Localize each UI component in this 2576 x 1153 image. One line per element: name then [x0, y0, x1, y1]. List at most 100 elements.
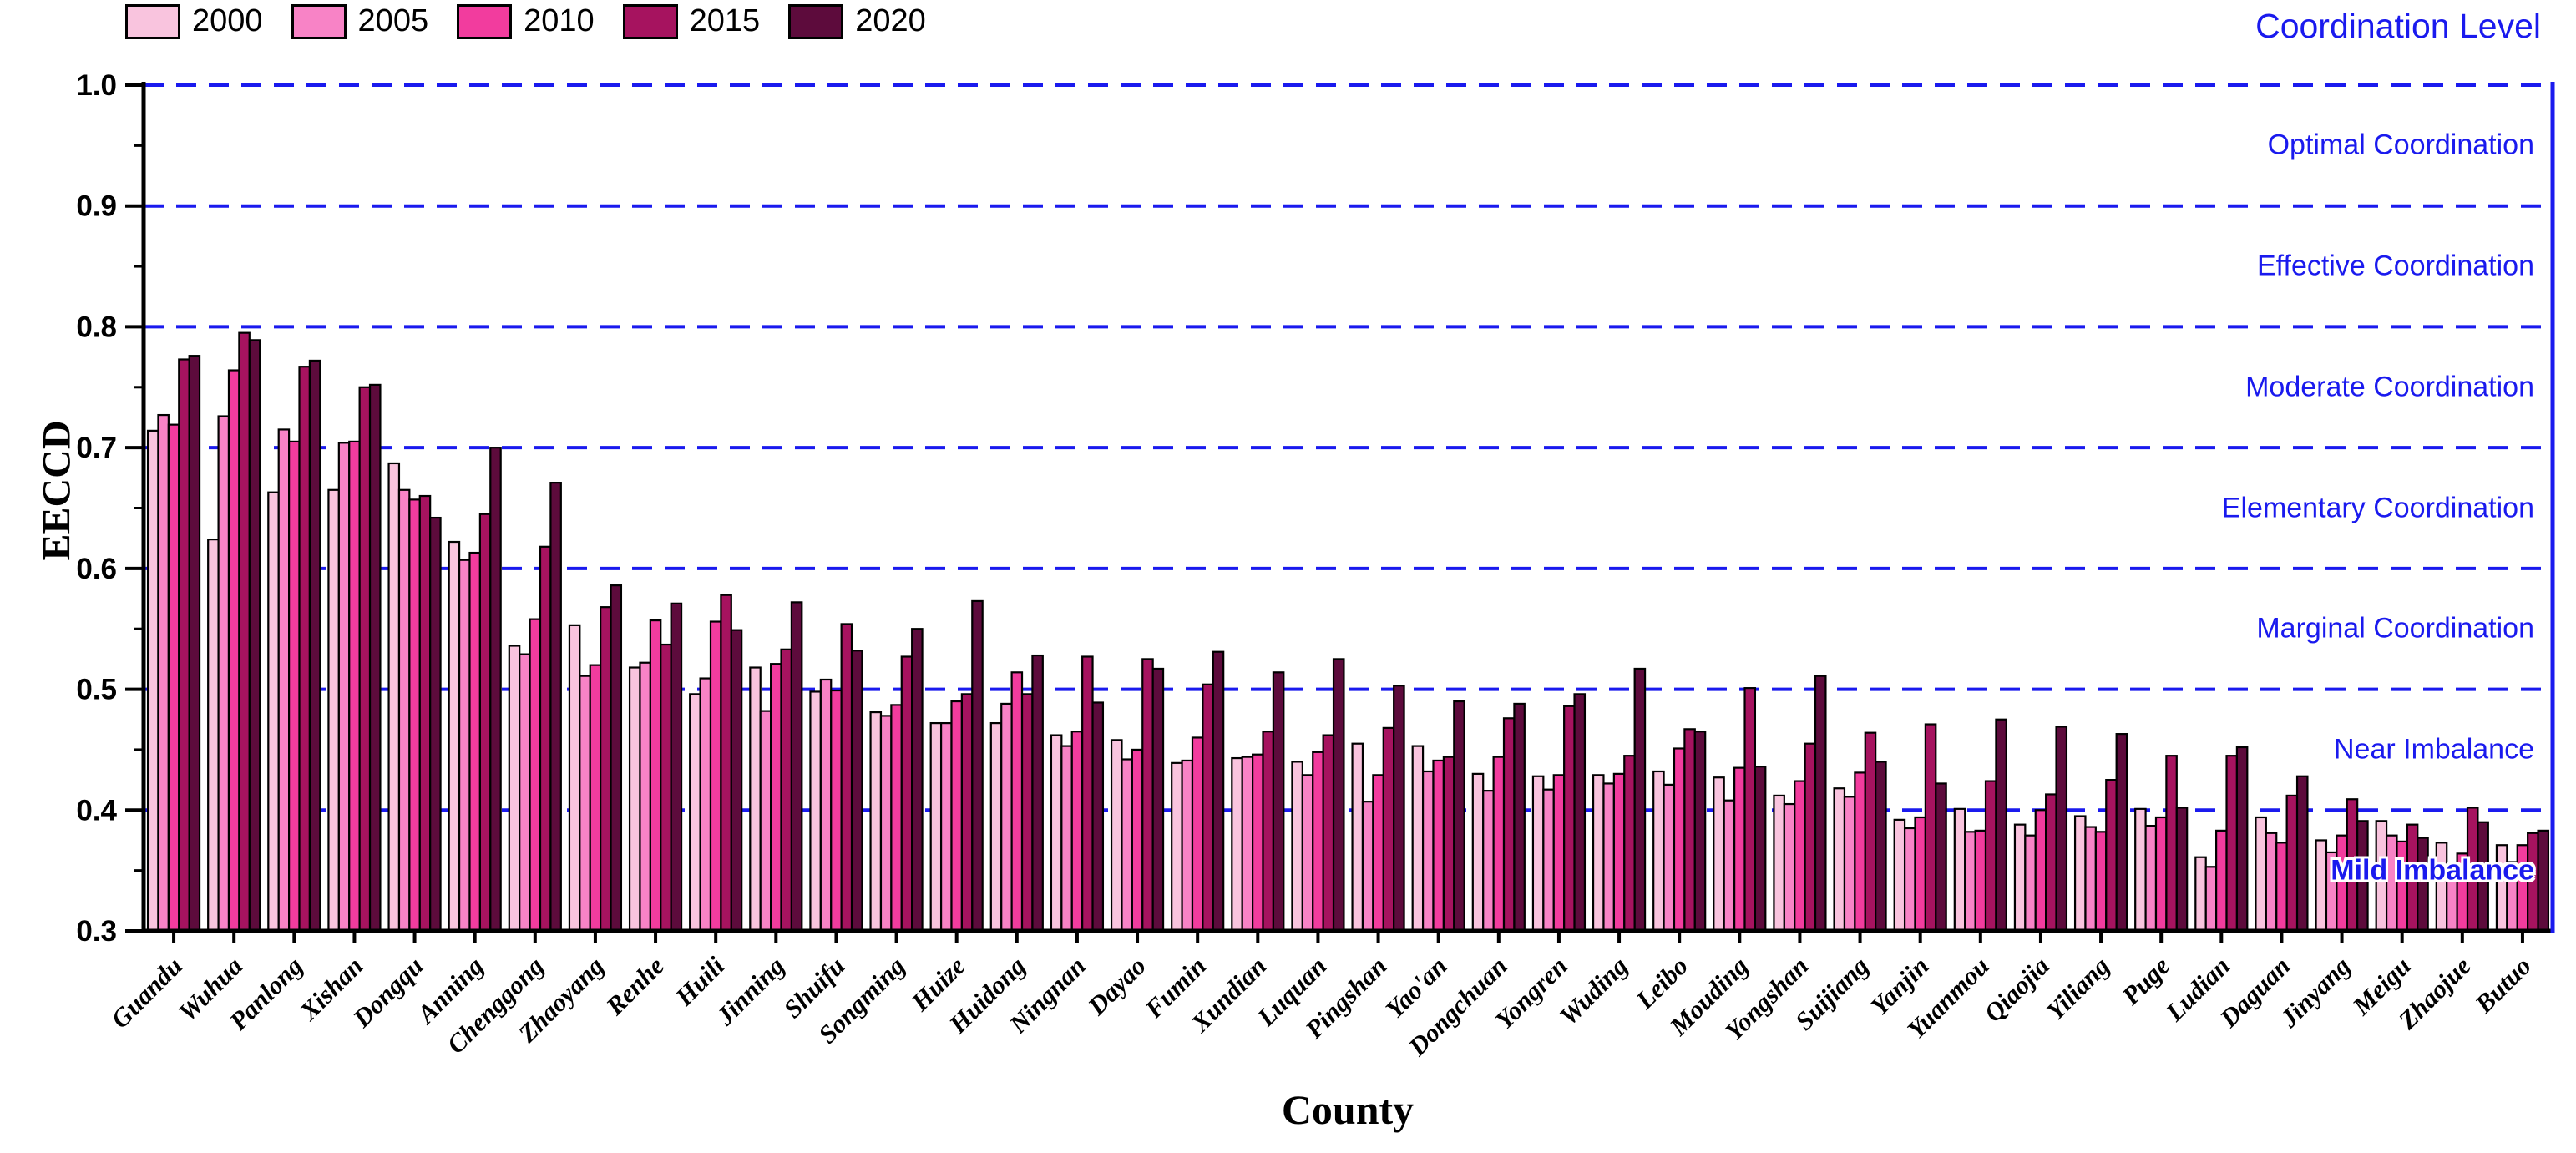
bar-Dongqu-2005 — [397, 488, 411, 933]
bar-Dongchuan-2000 — [1471, 772, 1485, 933]
legend-label: 2015 — [689, 3, 761, 38]
bar-Pingshan-2020 — [1393, 685, 1405, 933]
bar-Zhaoyang-2010 — [589, 664, 602, 933]
bar-Panlong-2005 — [277, 428, 291, 933]
bar-Butuo-2020 — [2537, 829, 2550, 933]
bar-Suijiang-2005 — [1843, 796, 1856, 933]
bar-Wuhua-2010 — [227, 369, 240, 933]
y-tick-label: 0.5 — [76, 674, 117, 706]
bar-Suijiang-2020 — [1875, 761, 1887, 933]
bar-Renhe-2010 — [649, 619, 662, 933]
bar-Yiliang-2015 — [2105, 779, 2118, 933]
bar-Fumin-2000 — [1171, 761, 1183, 933]
bar-Luquan-2010 — [1312, 751, 1324, 933]
bar-Huize-2020 — [971, 599, 984, 933]
bar-Leibo-2000 — [1652, 770, 1665, 933]
bar-Shuifu-2005 — [819, 678, 833, 933]
x-tick-label-Butuo: Butuo — [2468, 951, 2537, 1019]
x-tick-label-Guandu: Guandu — [105, 951, 188, 1034]
y-tick-label: 0.4 — [76, 794, 117, 827]
bar-Huidong-2005 — [1000, 702, 1013, 933]
bar-Mouding-2000 — [1713, 776, 1725, 933]
bar-Jinning-2020 — [790, 601, 803, 933]
bar-Dayao-2010 — [1131, 748, 1144, 933]
bar-Xishan-2000 — [327, 488, 340, 933]
bar-Suijiang-2000 — [1833, 787, 1846, 933]
bar-Wuhua-2000 — [207, 539, 220, 933]
bar-Yongshan-2000 — [1773, 794, 1785, 933]
bar-Huize-2015 — [960, 693, 974, 933]
bar-Chenggong-2015 — [539, 545, 552, 933]
legend-swatch-2010 — [457, 3, 513, 39]
bar-Huize-2000 — [929, 721, 943, 933]
zone-label-marginal-coordination: Marginal Coordination — [2256, 612, 2534, 645]
bar-Ludian-2005 — [2204, 866, 2218, 933]
bar-Puge-2015 — [2165, 755, 2178, 933]
bar-Dongchuan-2005 — [1482, 790, 1495, 933]
bar-Ningnan-2005 — [1060, 745, 1073, 933]
bar-Yiliang-2020 — [2115, 733, 2128, 933]
bar-Huidong-2000 — [989, 721, 1003, 933]
bar-Leibo-2015 — [1683, 728, 1696, 933]
bar-Ludian-2015 — [2225, 755, 2239, 933]
bar-Shuifu-2020 — [850, 650, 863, 933]
bar-Daguan-2015 — [2285, 794, 2299, 933]
bar-Luquan-2020 — [1332, 658, 1345, 933]
bar-Yongren-2005 — [1542, 788, 1555, 933]
bar-Guandu-2020 — [188, 355, 201, 933]
bar-Pingshan-2010 — [1372, 774, 1384, 933]
x-tick-label-Renhe: Renhe — [600, 951, 670, 1021]
bar-Huidong-2015 — [1020, 693, 1034, 933]
bar-Huili-2015 — [720, 594, 732, 933]
bar-Guandu-2005 — [157, 413, 170, 933]
bar-Yao'an-2015 — [1442, 756, 1455, 933]
bar-Wuding-2000 — [1592, 774, 1605, 933]
bar-Luquan-2005 — [1301, 774, 1314, 933]
bar-Yanjin-2010 — [1914, 816, 1926, 933]
bar-Xundian-2005 — [1241, 756, 1254, 933]
zone-label-elementary-coordination: Elementary Coordination — [2221, 492, 2534, 523]
bar-Yiliang-2010 — [2094, 831, 2108, 933]
legend-swatch-2005 — [291, 3, 347, 39]
bar-Anning-2000 — [448, 540, 461, 933]
y-tick-label: 0.7 — [76, 432, 117, 464]
bar-Panlong-2020 — [308, 359, 321, 933]
bar-Chenggong-2000 — [508, 645, 521, 933]
zone-label-moderate-coordination: Moderate Coordination — [2245, 371, 2534, 403]
bar-Luquan-2015 — [1322, 734, 1335, 933]
bar-Puge-2000 — [2134, 807, 2147, 933]
zone-label-optimal-coordination: Optimal Coordination — [2267, 129, 2534, 161]
bar-Xundian-2020 — [1272, 671, 1285, 933]
bar-Fumin-2005 — [1181, 759, 1194, 933]
bar-Fumin-2015 — [1202, 683, 1214, 933]
legend-item-2000: 2000 — [125, 3, 263, 39]
bar-Zhaoyang-2015 — [600, 606, 612, 933]
x-tick-label-Dayao: Dayao — [1081, 951, 1151, 1021]
bar-Pingshan-2000 — [1351, 742, 1364, 933]
bar-Xishan-2010 — [348, 440, 361, 933]
bar-Guandu-2000 — [146, 429, 159, 933]
bar-Wuding-2010 — [1612, 772, 1626, 933]
bar-Leibo-2010 — [1673, 747, 1686, 933]
x-tick-label-Yiliang: Yiliang — [2041, 951, 2115, 1025]
bar-Puge-2010 — [2154, 816, 2168, 933]
bar-Wuding-2005 — [1602, 782, 1615, 933]
bar-Ningnan-2020 — [1091, 701, 1105, 933]
bar-Yuanmou-2010 — [1974, 829, 1987, 933]
legend-swatch-2000 — [125, 3, 180, 39]
bar-Mouding-2020 — [1754, 766, 1767, 933]
bar-Puge-2020 — [2175, 807, 2189, 933]
zone-label-near-imbalance: Near Imbalance — [2333, 733, 2534, 766]
bar-Yongshan-2010 — [1794, 780, 1806, 933]
bar-Xundian-2015 — [1262, 731, 1275, 933]
bar-Wuding-2015 — [1623, 755, 1636, 933]
bar-Mouding-2010 — [1733, 766, 1746, 933]
bar-Dongqu-2020 — [429, 516, 442, 933]
bar-Dongchuan-2015 — [1502, 717, 1516, 933]
bar-Yongren-2010 — [1552, 774, 1566, 933]
bar-Yanjin-2020 — [1935, 782, 1947, 933]
bar-Yanjin-2015 — [1924, 723, 1937, 933]
bar-Jinning-2005 — [759, 710, 772, 933]
bar-Dayao-2005 — [1121, 758, 1133, 933]
